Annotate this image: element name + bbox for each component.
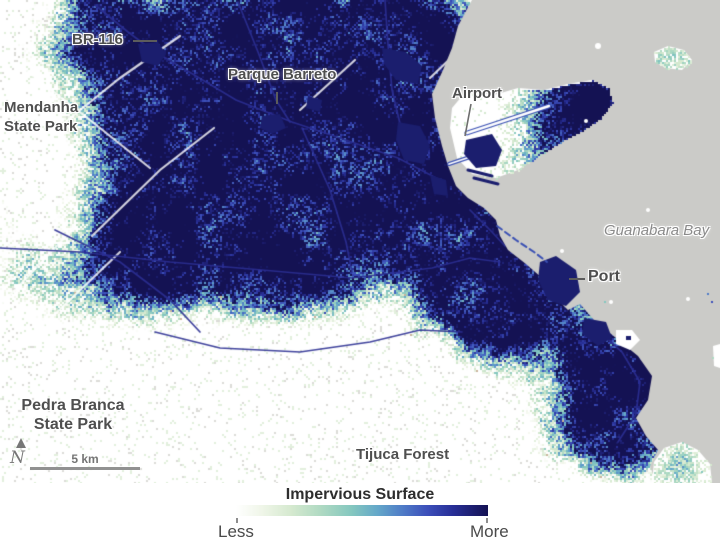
label-port: Port xyxy=(588,268,620,285)
legend: Impervious Surface Less More xyxy=(0,483,720,545)
legend-title: Impervious Surface xyxy=(285,486,435,503)
label-pedra-branca-line1: Pedra Branca xyxy=(21,397,125,414)
scale-bar xyxy=(30,467,140,470)
label-pedra-branca-line2: State Park xyxy=(33,416,113,433)
label-br-116: BR-116 xyxy=(72,31,123,48)
legend-label-more: More xyxy=(470,522,509,541)
north-letter: N xyxy=(10,448,25,468)
br-116-leader-line xyxy=(133,40,157,42)
scale-bar-label: 5 km xyxy=(71,452,99,466)
legend-tick-less xyxy=(236,518,238,523)
legend-gradient-bar xyxy=(236,505,488,516)
parque-barreto-leader-line xyxy=(276,92,278,104)
north-arrow-icon xyxy=(16,438,26,448)
label-mendanha-state-park: Mendanha State Park xyxy=(4,98,78,136)
airport-leader-line xyxy=(464,103,472,137)
label-mendanha-line1: Mendanha xyxy=(4,99,79,116)
label-parque-barreto: Parque Barreto xyxy=(228,66,337,83)
impervious-surface-map-canvas xyxy=(0,0,720,483)
label-pedra-branca-state-park: Pedra Branca State Park xyxy=(0,396,146,434)
port-leader-line xyxy=(569,278,585,280)
legend-label-less: Less xyxy=(218,522,254,541)
legend-tick-more xyxy=(486,518,488,523)
label-mendanha-line2: State Park xyxy=(4,118,78,135)
label-guanabara-bay: Guanabara Bay xyxy=(604,222,710,239)
label-airport: Airport xyxy=(452,85,502,102)
label-tijuca-forest: Tijuca Forest xyxy=(356,446,450,463)
